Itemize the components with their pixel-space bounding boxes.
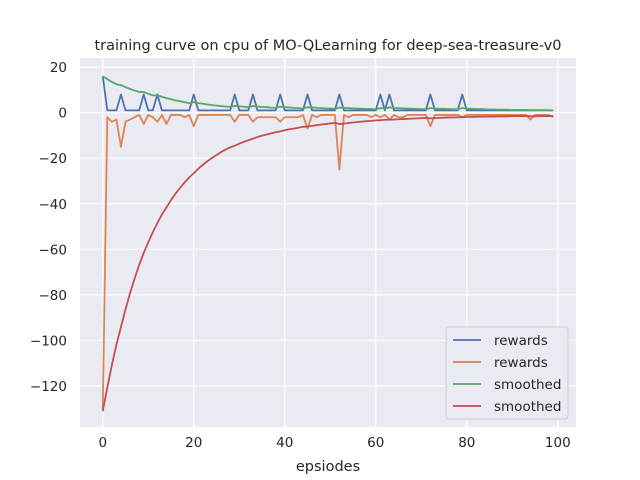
y-tick-label: −20 <box>39 151 68 167</box>
series-line-4 <box>101 115 554 412</box>
x-axis-ticks: 0 20 40 60 80 100 <box>98 435 570 451</box>
x-tick-label: 40 <box>276 435 293 451</box>
series-layer <box>101 75 554 412</box>
x-tick-label: 60 <box>367 435 384 451</box>
legend: rewards rewards smoothed smoothed <box>445 326 569 420</box>
x-tick-label: 80 <box>458 435 475 451</box>
legend-label: smoothed <box>494 399 561 415</box>
grid <box>80 58 576 427</box>
legend-label: rewards <box>494 333 548 349</box>
x-tick-label: 100 <box>545 435 571 451</box>
y-tick-label: −80 <box>39 288 68 304</box>
x-tick-label: 20 <box>185 435 202 451</box>
legend-label: smoothed <box>494 377 561 393</box>
y-axis-ticks: 20 0 −20 −40 −60 −80 −100 −120 <box>30 60 67 395</box>
x-tick-label: 0 <box>98 435 107 451</box>
y-tick-label: −120 <box>30 379 67 395</box>
chart-title: training curve on cpu of MO-QLearning fo… <box>94 38 561 54</box>
y-tick-label: −60 <box>39 242 68 258</box>
y-tick-label: −40 <box>39 197 68 213</box>
y-tick-label: −100 <box>30 333 67 349</box>
series-line-2 <box>101 114 554 412</box>
y-tick-label: 20 <box>50 60 67 76</box>
legend-label: rewards <box>494 355 548 371</box>
series-line-3 <box>102 75 554 112</box>
x-axis-label: epsiodes <box>296 459 360 475</box>
y-tick-label: 0 <box>58 106 67 122</box>
series-line-1 <box>101 76 554 112</box>
legend-box <box>445 326 569 420</box>
